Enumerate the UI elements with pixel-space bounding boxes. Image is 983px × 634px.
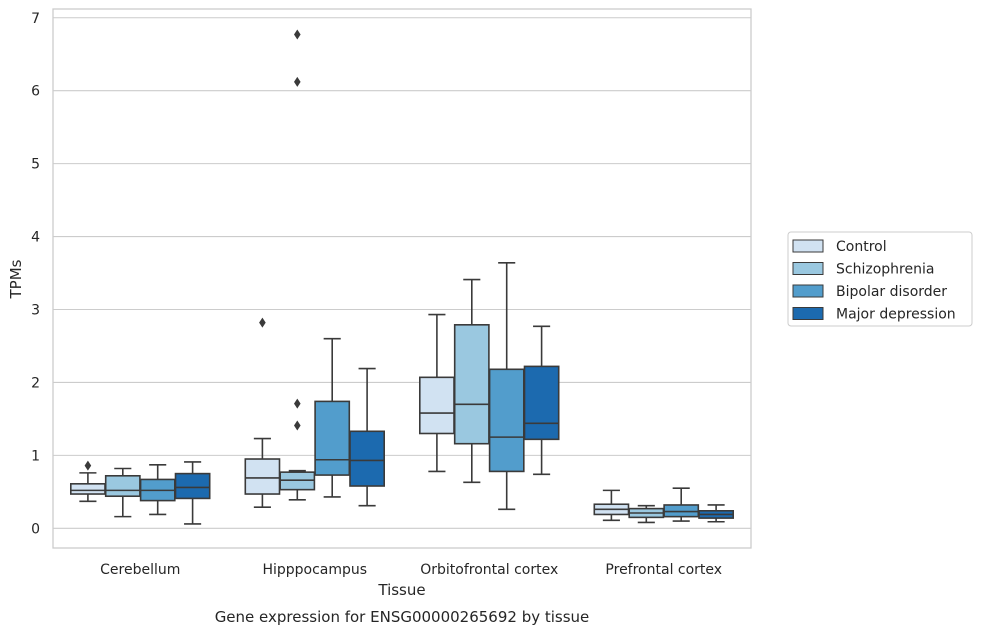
box-control <box>593 489 630 522</box>
box-iqr <box>104 474 141 498</box>
box-schizophrenia <box>453 278 490 484</box>
y-tick-label: 2 <box>31 375 40 391</box>
outlier-point <box>294 420 301 431</box>
legend-label: Bipolar disorder <box>836 284 947 300</box>
box-iqr <box>314 400 351 476</box>
chart-title: Gene expression for ENSG00000265692 by t… <box>215 608 590 626</box>
box-major-depression <box>523 325 560 476</box>
box-bipolar-disorder <box>488 262 525 511</box>
box-control <box>244 317 281 508</box>
box-iqr <box>523 365 560 441</box>
y-tick-label: 3 <box>31 302 40 318</box>
grid-layer <box>53 17 751 529</box>
box-major-depression <box>174 461 211 525</box>
legend-swatch <box>792 262 824 275</box>
box-schizophrenia <box>628 504 665 524</box>
outlier-point <box>84 460 92 471</box>
outlier-point <box>259 317 266 328</box>
plot-layer <box>69 29 735 525</box>
box-control <box>69 460 106 503</box>
x-tick-label: Cerebellum <box>100 562 180 578</box>
box-iqr <box>69 483 106 495</box>
legend: Control Schizophrenia Bipolar disorder Majo… <box>787 231 973 327</box>
legend-frame <box>787 231 973 327</box>
box-schizophrenia <box>104 467 141 518</box>
y-tick-label: 6 <box>31 84 40 100</box>
outlier-point <box>294 76 301 87</box>
y-tick-label: 7 <box>31 11 40 27</box>
y-tick-label: 5 <box>31 157 40 173</box>
axes-layer: 0 1 2 3 4 5 6 7 Cerebellum Hipppocampus Orbitofron… <box>31 8 752 578</box>
box-iqr <box>174 472 211 500</box>
legend-label: Control <box>836 239 887 255</box>
outlier-point <box>294 398 301 409</box>
box-control <box>418 313 455 473</box>
x-tick-label: Prefrontal cortex <box>605 562 722 578</box>
box-schizophrenia <box>279 29 316 501</box>
x-tick-label: Hipppocampus <box>262 562 367 578</box>
plot-frame <box>52 8 752 549</box>
x-axis-label: Tissue <box>377 581 425 599</box>
box-major-depression <box>698 504 735 523</box>
box-bipolar-disorder <box>139 464 176 516</box>
box-iqr <box>488 368 525 473</box>
legend-label: Major depression <box>836 307 956 323</box>
y-tick-label: 0 <box>31 521 40 537</box>
box-major-depression <box>349 367 386 507</box>
box-iqr <box>244 458 281 495</box>
legend-label: Schizophrenia <box>836 262 934 278</box>
legend-swatch <box>792 284 824 298</box>
box-iqr <box>418 376 455 435</box>
box-bipolar-disorder <box>314 337 351 498</box>
legend-swatch <box>792 239 824 253</box>
y-tick-label: 4 <box>31 230 40 246</box>
box-iqr <box>453 324 490 445</box>
y-axis-label: TPMs <box>7 259 25 299</box>
legend-swatch <box>792 307 824 320</box>
box-iqr <box>349 430 386 487</box>
outlier-point <box>294 29 301 40</box>
y-tick-label: 1 <box>31 448 40 464</box>
box-bipolar-disorder <box>663 487 700 522</box>
x-tick-label: Orbitofrontal cortex <box>420 562 558 578</box>
